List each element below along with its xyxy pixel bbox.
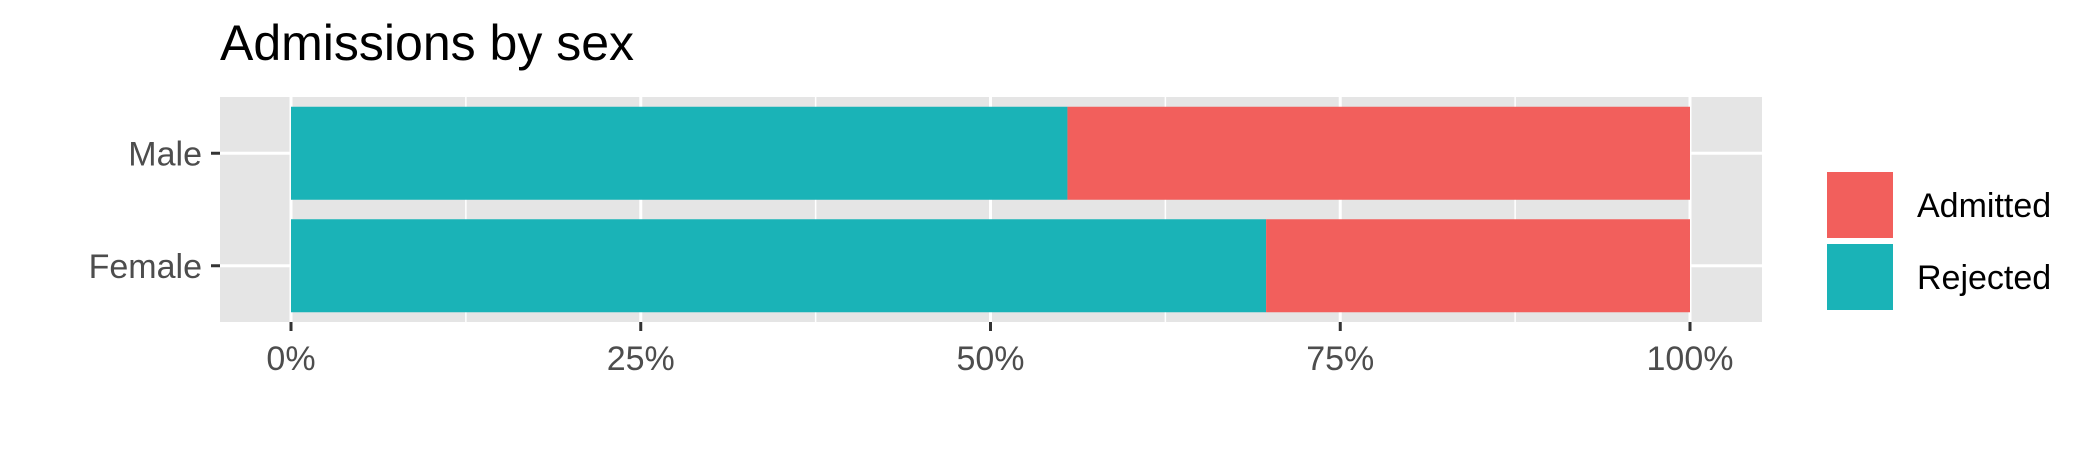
bar-male-admitted	[1067, 106, 1690, 200]
y-tick-label: Female	[89, 248, 202, 286]
x-tick-label: 25%	[607, 340, 675, 378]
plot-panel: Male Female 0% 25% 50% 75% 100%	[89, 97, 1762, 378]
y-tick-label: Male	[128, 135, 202, 173]
x-tick-label: 0%	[266, 340, 315, 378]
legend: Admitted Rejected	[1827, 172, 2051, 310]
legend-label-admitted: Admitted	[1917, 187, 2051, 225]
x-tick-label: 50%	[956, 340, 1024, 378]
bar-female-admitted	[1266, 219, 1690, 313]
chart-title: Admissions by sex	[220, 15, 634, 71]
legend-key-rejected	[1827, 244, 1893, 310]
bar-female-rejected	[291, 219, 1267, 313]
x-tick-label: 75%	[1306, 340, 1374, 378]
x-tick-label: 100%	[1647, 340, 1734, 378]
legend-key-admitted	[1827, 172, 1893, 238]
bar-male-rejected	[291, 106, 1068, 200]
legend-label-rejected: Rejected	[1917, 259, 2051, 297]
